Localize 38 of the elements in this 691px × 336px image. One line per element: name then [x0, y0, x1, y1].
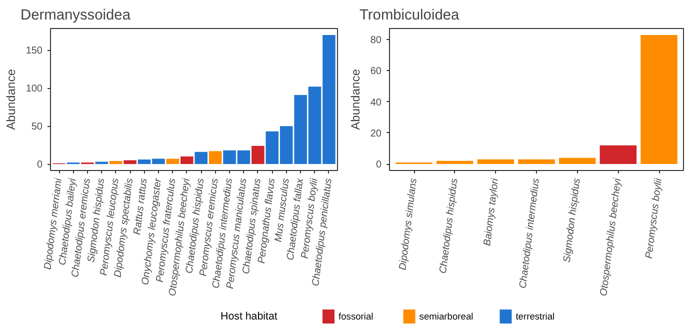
bar: [436, 160, 474, 164]
y-axis-title: Abundance: [4, 68, 18, 130]
bar: [194, 152, 208, 164]
bar: [109, 161, 122, 164]
legend-title: Host habitat: [220, 310, 278, 322]
x-tick-label: Otospermophilus beecheyi: [598, 177, 624, 297]
x-tick-label: Chaetodipus intermedius: [518, 178, 542, 289]
x-tick-label: Baiomys taylori: [482, 177, 502, 246]
x-tick-label: Peromyscus boylii: [644, 177, 665, 260]
bar: [180, 156, 194, 164]
x-tick-label: Dipodomys simulans: [397, 178, 420, 271]
bar: [558, 158, 596, 164]
legend-label: terrestrial: [516, 312, 555, 322]
bar: [208, 151, 222, 164]
chart-title: Dermanyssoidea: [20, 8, 132, 24]
chart-title: Trombiculoidea: [360, 8, 460, 24]
x-tick-label: Sigmodon hispidus: [562, 178, 583, 264]
y-tick-label: 40: [370, 97, 382, 108]
bar: [477, 159, 514, 164]
x-tick-label: Rattus rattus: [132, 178, 150, 236]
bar: [518, 159, 555, 164]
legend-label: semiarboreal: [419, 312, 474, 322]
y-tick-label: 80: [370, 35, 382, 46]
y-tick-label: 0: [376, 160, 382, 171]
y-tick-label: 150: [26, 46, 43, 57]
y-tick-label: 20: [370, 128, 382, 140]
legend-label: fossorial: [338, 312, 374, 322]
y-axis-title: Abundance: [348, 68, 362, 130]
y-tick-label: 50: [31, 122, 43, 133]
y-tick-label: 60: [370, 66, 382, 78]
x-tick-label: Chaetodipus hispidus: [438, 178, 460, 274]
bar: [600, 145, 637, 164]
bar: [252, 146, 264, 164]
bar: [166, 158, 180, 164]
bar: [124, 160, 136, 164]
y-tick-label: 0: [36, 160, 43, 171]
y-tick-label: 100: [26, 84, 43, 95]
bar: [640, 34, 678, 164]
